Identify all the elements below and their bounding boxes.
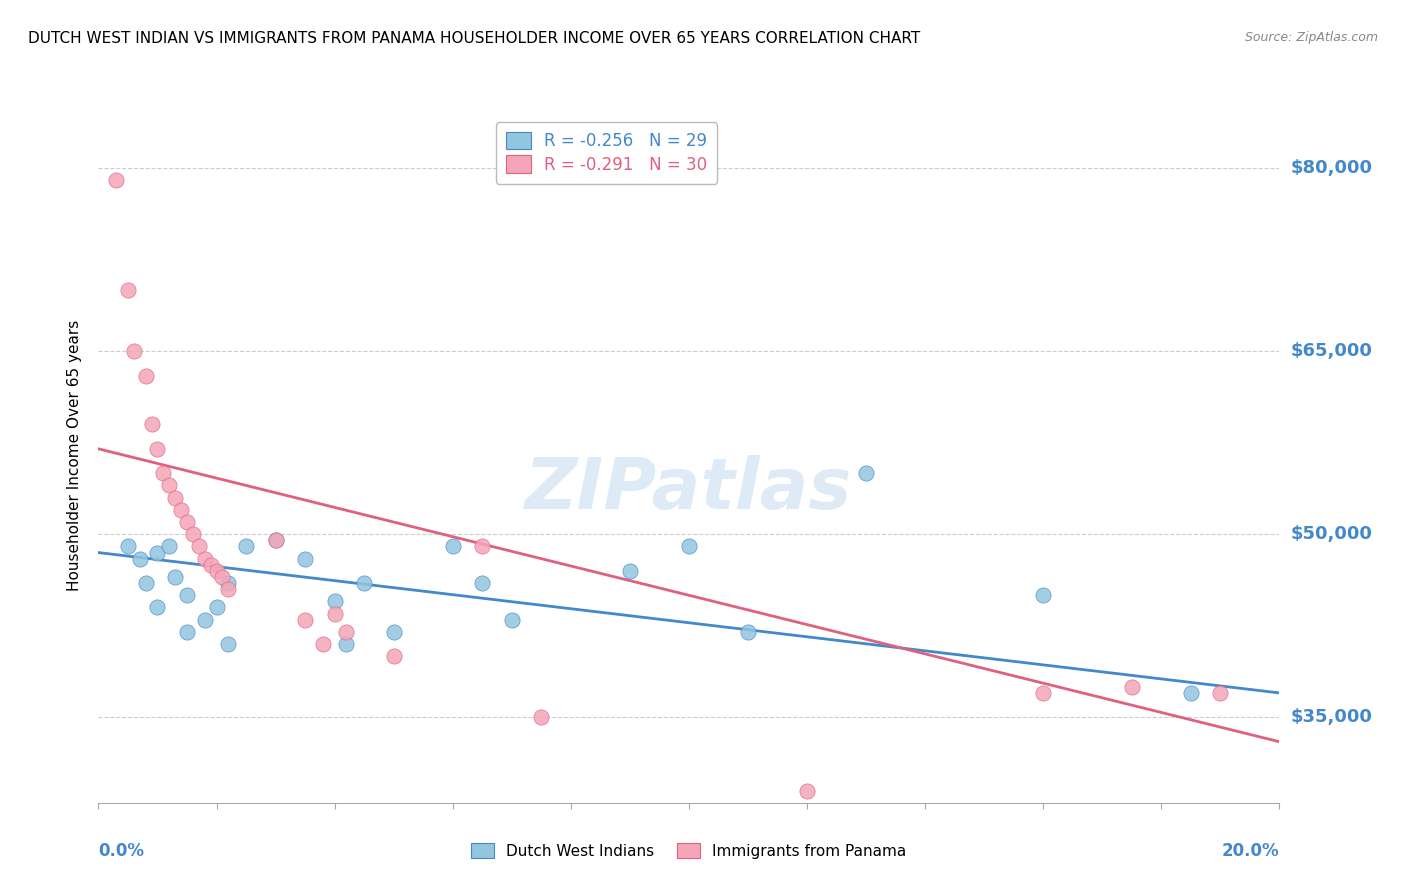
Point <box>146 545 169 559</box>
Point <box>141 417 163 432</box>
Point <box>211 570 233 584</box>
Point <box>165 491 187 505</box>
Point <box>217 637 239 651</box>
Point <box>737 624 759 639</box>
Point <box>335 637 357 651</box>
Point <box>135 368 157 383</box>
Point <box>217 582 239 597</box>
Text: 0.0%: 0.0% <box>98 842 145 860</box>
Point <box>122 344 145 359</box>
Point <box>181 527 204 541</box>
Point <box>323 594 346 608</box>
Text: ZIPatlas: ZIPatlas <box>526 455 852 524</box>
Point <box>157 478 180 492</box>
Point <box>382 624 405 639</box>
Point <box>146 442 169 456</box>
Text: $80,000: $80,000 <box>1291 159 1372 178</box>
Point <box>796 783 818 797</box>
Point <box>235 540 257 554</box>
Text: Source: ZipAtlas.com: Source: ZipAtlas.com <box>1244 31 1378 45</box>
Point <box>382 649 405 664</box>
Point <box>165 570 187 584</box>
Point <box>471 576 494 591</box>
Point <box>294 551 316 566</box>
Point <box>323 607 346 621</box>
Point <box>619 564 641 578</box>
Point <box>176 588 198 602</box>
Point <box>105 173 128 187</box>
Point <box>187 540 209 554</box>
Text: $50,000: $50,000 <box>1291 525 1372 543</box>
Point <box>312 637 335 651</box>
Point <box>264 533 287 548</box>
Point <box>855 467 877 481</box>
Point <box>170 503 193 517</box>
Point <box>117 283 139 297</box>
Point <box>146 600 169 615</box>
Point <box>1121 680 1143 694</box>
Point <box>353 576 375 591</box>
Point <box>176 624 198 639</box>
Point <box>501 613 523 627</box>
Point <box>135 576 157 591</box>
Point <box>264 533 287 548</box>
Y-axis label: Householder Income Over 65 years: Householder Income Over 65 years <box>67 319 83 591</box>
Point <box>471 540 494 554</box>
Point <box>200 558 222 572</box>
Point <box>1180 686 1202 700</box>
Point <box>217 576 239 591</box>
Point <box>152 467 174 481</box>
Point <box>1032 686 1054 700</box>
Point <box>441 540 464 554</box>
Point <box>294 613 316 627</box>
Point <box>128 551 150 566</box>
Point <box>1032 588 1054 602</box>
Point <box>530 710 553 724</box>
Text: 20.0%: 20.0% <box>1222 842 1279 860</box>
Point <box>1209 686 1232 700</box>
Point <box>117 540 139 554</box>
Point <box>176 515 198 529</box>
Point <box>205 600 228 615</box>
Text: $65,000: $65,000 <box>1291 343 1372 360</box>
Text: DUTCH WEST INDIAN VS IMMIGRANTS FROM PANAMA HOUSEHOLDER INCOME OVER 65 YEARS COR: DUTCH WEST INDIAN VS IMMIGRANTS FROM PAN… <box>28 31 921 46</box>
Point <box>678 540 700 554</box>
Legend: Dutch West Indians, Immigrants from Panama: Dutch West Indians, Immigrants from Pana… <box>465 837 912 864</box>
Point <box>205 564 228 578</box>
Point <box>194 613 217 627</box>
Point <box>335 624 357 639</box>
Text: $35,000: $35,000 <box>1291 708 1372 726</box>
Point <box>157 540 180 554</box>
Point <box>194 551 217 566</box>
